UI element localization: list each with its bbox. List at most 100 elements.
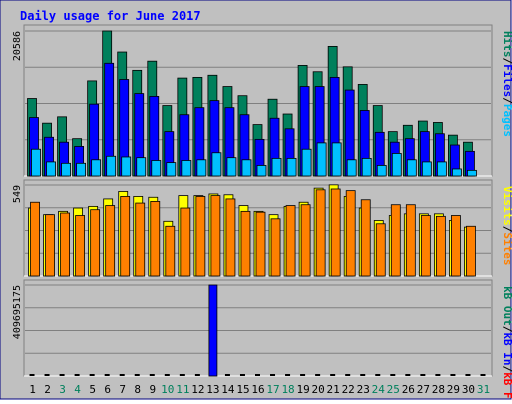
- y-max-label: 20586: [12, 31, 23, 61]
- bar-pages: [376, 165, 387, 177]
- bar-sites: [210, 195, 221, 277]
- bar-sites: [435, 215, 446, 277]
- bar-kb-in-zero: [89, 374, 95, 376]
- x-tick-label: 16: [251, 383, 264, 396]
- bar-sites: [150, 201, 161, 277]
- bar-kb-in-zero: [300, 374, 306, 376]
- bar-sites: [180, 207, 191, 277]
- legend-entry: Sites: [501, 232, 512, 265]
- bar-pages: [241, 159, 252, 177]
- x-tick-label: 3: [59, 383, 66, 396]
- x-tick-label: 9: [149, 383, 156, 396]
- bar-pages: [452, 168, 462, 177]
- bar-pages: [391, 153, 402, 177]
- x-tick-label: 28: [432, 383, 445, 396]
- bar-kb-in-zero: [270, 374, 276, 376]
- bar-kb-in-zero: [255, 374, 260, 376]
- bar-kb-in-zero: [134, 374, 140, 376]
- x-tick-label: 5: [89, 383, 96, 396]
- x-axis-day-labels: 1 2 3 4 5 6 7 8 9 10 11 12 13 14 15 16 17 18 19 20 21 22 23 24 2…: [29, 383, 490, 396]
- legend-separator: /: [501, 226, 512, 233]
- bar-kb-in: [208, 284, 218, 377]
- bar-kb-in-zero: [315, 374, 321, 376]
- legend-separator: /: [501, 366, 512, 373]
- chart-panels: 20586Hits/Files/Pages549Visits/Sites4096…: [12, 24, 512, 399]
- bar-kb-in-zero: [435, 374, 441, 376]
- bar-pages: [106, 155, 117, 177]
- bar-kb-in-zero: [224, 374, 230, 376]
- bar-sites: [240, 210, 251, 277]
- bar-kb-in-zero: [74, 374, 80, 376]
- x-tick-label: 19: [296, 383, 309, 396]
- legend-hits-files-pages: Hits/Files/Pages: [501, 31, 512, 137]
- bar-pages: [467, 169, 477, 177]
- x-tick-label: 29: [447, 383, 460, 396]
- x-tick-label: 8: [134, 383, 141, 396]
- legend-text: Hits/Files/Pages: [501, 31, 512, 137]
- bar-kb-in-zero: [164, 374, 170, 376]
- bar-sites: [195, 196, 206, 277]
- bar-sites: [105, 205, 116, 277]
- bar-pages: [361, 157, 372, 177]
- legend-entry: kB F: [501, 372, 512, 399]
- x-tick-label: 31: [477, 383, 490, 396]
- bar-kb-in-zero: [465, 374, 471, 376]
- bar-sites: [90, 209, 101, 277]
- x-tick-label: 17: [266, 383, 279, 396]
- x-tick-label: 24: [372, 383, 386, 396]
- bar-sites: [315, 189, 326, 277]
- bar-sites: [451, 215, 461, 277]
- x-tick-label: 6: [104, 383, 111, 396]
- legend-text: Visits/Sites: [501, 186, 512, 266]
- bar-pages: [121, 156, 132, 177]
- x-tick-label: 18: [281, 383, 294, 396]
- bar-sites: [135, 202, 146, 277]
- bar-pages: [61, 162, 71, 177]
- bar-kb-in-zero: [149, 374, 155, 376]
- bar-sites: [420, 215, 431, 277]
- bar-pages: [436, 161, 447, 177]
- bar-sites: [345, 190, 356, 277]
- bar-pages: [166, 162, 177, 177]
- bar-kb-in-zero: [104, 374, 110, 376]
- bar-kb-in-zero: [119, 374, 125, 376]
- x-tick-label: 27: [417, 383, 430, 396]
- bar-sites: [270, 218, 281, 277]
- panel-hits-files-pages: 20586 Hits/Files/Pages: [12, 24, 512, 177]
- bar-pages: [286, 157, 297, 177]
- bar-kb-in-zero: [450, 374, 456, 376]
- legend-entry: Visits: [501, 186, 512, 226]
- bar-sites: [255, 211, 266, 277]
- bar-pages: [76, 162, 87, 177]
- bar-pages: [46, 161, 56, 177]
- bar-sites: [30, 201, 40, 277]
- bar-pages: [256, 165, 267, 177]
- bar-pages: [181, 160, 192, 177]
- bar-sites: [75, 215, 86, 277]
- bar-pages: [91, 159, 102, 177]
- bar-pages: [406, 159, 417, 177]
- y-max-label: 409695175: [12, 285, 23, 339]
- legend-visits-sites: Visits/Sites: [501, 186, 512, 266]
- x-tick-label: 25: [387, 383, 400, 396]
- bar-pages: [346, 159, 357, 177]
- legend-entry: Pages: [501, 104, 512, 137]
- bar-pages: [421, 161, 432, 177]
- legend-separator: /: [501, 326, 512, 333]
- x-tick-label: 23: [357, 383, 370, 396]
- bar-kb-in-zero: [194, 374, 200, 376]
- legend-kbytes: kB Out/kB In/kB F: [501, 286, 512, 399]
- bar-sites: [300, 204, 311, 277]
- y-max-label: 549: [12, 185, 23, 203]
- legend-entry: Hits: [501, 31, 512, 58]
- bar-sites: [390, 204, 401, 277]
- legend-separator: /: [501, 58, 512, 65]
- bar-kb-in-zero: [59, 374, 65, 376]
- x-tick-label: 4: [74, 383, 81, 396]
- legend-separator: /: [501, 97, 512, 104]
- bar-pages: [151, 160, 162, 177]
- bar-sites: [330, 188, 341, 277]
- x-tick-label: 15: [236, 383, 249, 396]
- x-tick-label: 13: [206, 383, 219, 396]
